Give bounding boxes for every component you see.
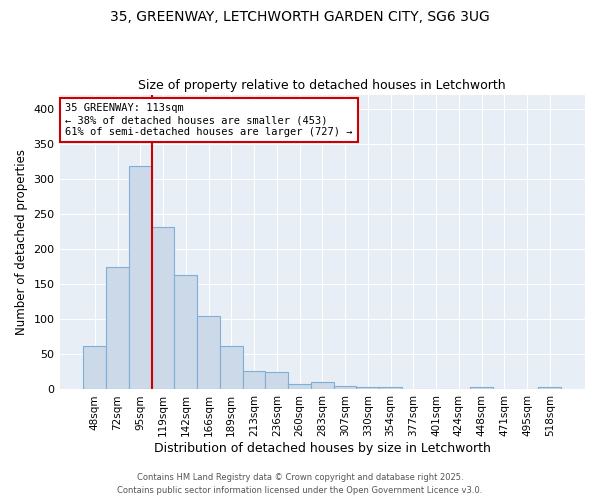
Bar bbox=[242, 370, 265, 390]
Y-axis label: Number of detached properties: Number of detached properties bbox=[15, 149, 28, 335]
Bar bbox=[83, 346, 106, 390]
Bar bbox=[197, 316, 220, 390]
Text: 35, GREENWAY, LETCHWORTH GARDEN CITY, SG6 3UG: 35, GREENWAY, LETCHWORTH GARDEN CITY, SG… bbox=[110, 10, 490, 24]
Bar bbox=[379, 388, 402, 390]
X-axis label: Distribution of detached houses by size in Letchworth: Distribution of detached houses by size … bbox=[154, 442, 491, 455]
Bar bbox=[356, 386, 379, 390]
Text: Contains HM Land Registry data © Crown copyright and database right 2025.
Contai: Contains HM Land Registry data © Crown c… bbox=[118, 474, 482, 495]
Bar bbox=[493, 389, 515, 390]
Bar bbox=[538, 388, 561, 390]
Bar bbox=[106, 266, 129, 390]
Bar bbox=[175, 275, 197, 390]
Bar bbox=[265, 372, 288, 390]
Bar bbox=[311, 382, 334, 390]
Bar bbox=[288, 384, 311, 390]
Text: 35 GREENWAY: 113sqm
← 38% of detached houses are smaller (453)
61% of semi-detac: 35 GREENWAY: 113sqm ← 38% of detached ho… bbox=[65, 104, 352, 136]
Bar bbox=[334, 386, 356, 390]
Bar bbox=[470, 388, 493, 390]
Title: Size of property relative to detached houses in Letchworth: Size of property relative to detached ho… bbox=[139, 79, 506, 92]
Bar bbox=[129, 166, 152, 390]
Bar bbox=[152, 226, 175, 390]
Bar bbox=[220, 346, 242, 390]
